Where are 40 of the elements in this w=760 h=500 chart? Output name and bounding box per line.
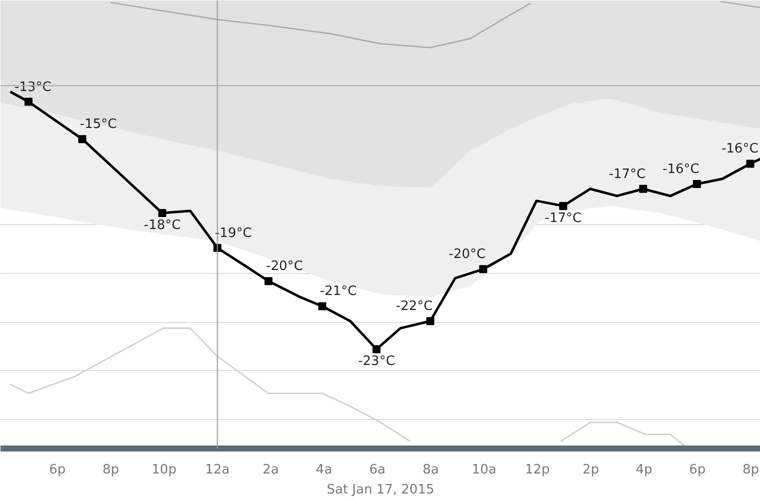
x-tick-label: 4a [316, 462, 332, 478]
point [158, 209, 166, 218]
x-tick-label: 12a [205, 462, 230, 478]
x-axis-title: Sat Jan 17, 2015 [326, 482, 434, 498]
point [746, 160, 754, 168]
data-label: -15°C [80, 117, 117, 132]
point [264, 277, 272, 286]
x-tick-label: 10a [472, 462, 496, 478]
data-label: -16°C [662, 162, 700, 177]
data-label: -18°C [144, 218, 181, 234]
x-tick-label: 12p [524, 462, 550, 478]
point [479, 265, 488, 274]
point [24, 98, 32, 106]
x-tick-label: 10p [152, 462, 176, 478]
data-label: -13°C [14, 80, 52, 95]
x-tick-label: 8p [102, 462, 119, 478]
data-label: -22°C [396, 299, 433, 314]
data-label: -17°C [608, 166, 646, 182]
x-tick-label: 8a [422, 462, 439, 478]
point [318, 302, 326, 310]
point [372, 345, 380, 354]
x-tick-label: 6p [49, 462, 66, 478]
data-label: -16°C [721, 142, 758, 157]
x-tick-label: 8p [742, 462, 759, 478]
data-label: -20°C [448, 247, 486, 262]
point [78, 135, 86, 144]
data-label: -23°C [358, 354, 395, 370]
x-tick-label: 2a [262, 462, 279, 478]
point [692, 180, 701, 188]
x-tick-label: 4p [636, 462, 652, 478]
data-label: -17°C [544, 210, 582, 226]
data-label: -19°C [214, 226, 252, 241]
data-label: -20°C [266, 259, 303, 274]
point [559, 202, 568, 210]
point [639, 184, 648, 193]
point [426, 317, 434, 326]
x-tick-label: 2p [582, 462, 599, 478]
data-label: -21°C [320, 284, 357, 300]
x-tick-label: 6p [689, 462, 706, 478]
x-tick-label: 6a [369, 462, 386, 478]
